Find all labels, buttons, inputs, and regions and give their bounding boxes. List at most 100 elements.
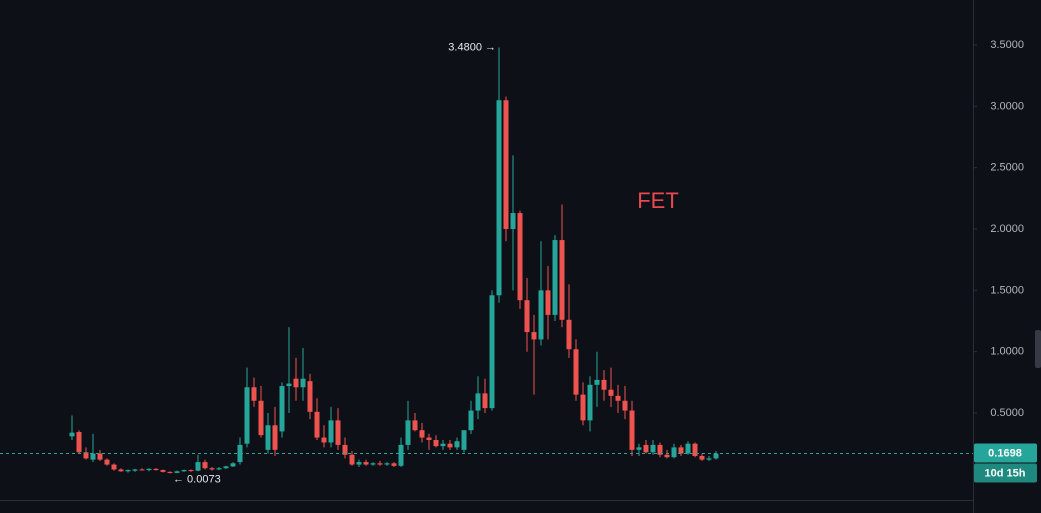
candle-body (391, 463, 397, 466)
candle-body (657, 444, 663, 455)
candle-body (265, 425, 271, 450)
candle-body (706, 458, 712, 460)
candle-body (692, 443, 698, 456)
y-tick-label: 2.0000 (990, 223, 1024, 235)
candle-body (496, 100, 502, 296)
candle-body (307, 381, 313, 412)
countdown-label: 10d 15h (985, 467, 1026, 479)
candle-body (132, 469, 138, 471)
candle-body (447, 443, 453, 448)
candle-body (69, 432, 75, 437)
candle-body (587, 384, 593, 421)
candle-body (468, 410, 474, 431)
y-tick-label: 2.5000 (990, 162, 1024, 174)
side-tab[interactable] (1035, 330, 1041, 368)
candle-body (97, 453, 103, 460)
candle-body (111, 464, 117, 470)
candle-body (118, 469, 124, 472)
candle-body (531, 332, 537, 340)
candle-body (573, 349, 579, 395)
candle-body (699, 455, 705, 460)
candle-body (601, 379, 607, 390)
candle-body (475, 393, 481, 411)
y-tick-label: 3.0000 (990, 100, 1024, 112)
candle-body (342, 444, 348, 455)
candle-body (83, 452, 89, 459)
candle-body (461, 430, 467, 450)
candle-body (76, 432, 82, 453)
candle-body (510, 213, 516, 230)
annotation: 3.4800 → (448, 41, 496, 53)
candle-body (622, 400, 628, 411)
candle-body (181, 470, 187, 472)
y-tick-label: 1.0000 (990, 346, 1024, 358)
candle-body (272, 425, 278, 450)
candle-body (412, 420, 418, 431)
candle-body (398, 444, 404, 466)
candle-body (517, 213, 523, 301)
candle-body (503, 100, 509, 230)
candle-body (594, 379, 600, 385)
candle-body (685, 443, 691, 454)
candle-body (384, 463, 390, 465)
candle-body (629, 410, 635, 450)
candle-body (349, 454, 355, 465)
candle-body (314, 411, 320, 438)
candle-body (202, 462, 208, 469)
candle-body (426, 437, 432, 441)
chart-title: FET (637, 188, 679, 213)
candle-body (125, 470, 131, 472)
candle-body (195, 462, 201, 471)
candle-body (664, 454, 670, 458)
candle-body (160, 470, 166, 472)
candle-body (482, 393, 488, 409)
candle-body (370, 463, 376, 465)
candle-body (580, 394, 586, 421)
candle-body (328, 420, 334, 443)
candle-body (636, 447, 642, 450)
candle-body (279, 386, 285, 432)
candle-body (286, 383, 292, 387)
candle-body (356, 462, 362, 465)
candle-body (643, 444, 649, 453)
countdown-tag (974, 463, 1037, 483)
candle-body (440, 443, 446, 447)
candle-body (566, 319, 572, 350)
candle-body (90, 453, 96, 460)
candle-body (174, 471, 180, 473)
candle-body (454, 441, 460, 448)
candle-body (167, 471, 173, 473)
candle-body (678, 447, 684, 454)
y-tick-label: 0.5000 (990, 407, 1024, 419)
candle-body (650, 444, 656, 453)
candle-body (139, 469, 145, 471)
candle-body (104, 459, 110, 465)
candle-body (524, 300, 530, 333)
y-tick-label: 3.5000 (990, 39, 1024, 51)
candle-body (293, 378, 299, 388)
candle-body (489, 295, 495, 409)
candle-body (552, 240, 558, 315)
candle-body (615, 395, 621, 401)
candle-body (335, 420, 341, 445)
candle-body (363, 462, 369, 465)
candle-body (300, 378, 306, 388)
candle-body (377, 463, 383, 465)
candle-body (188, 470, 194, 472)
y-tick-label: 1.5000 (990, 284, 1024, 296)
candle-body (258, 400, 264, 436)
candle-body (321, 437, 327, 443)
candle-body (223, 466, 229, 469)
candle-body (209, 468, 215, 470)
candle-body (230, 463, 236, 467)
candle-body (216, 468, 222, 470)
candle-body (244, 387, 250, 444)
candle-body (713, 453, 719, 459)
candle-body (146, 468, 152, 471)
candle-body (251, 387, 257, 401)
candle-body (153, 468, 159, 471)
annotation: ← 0.0073 (173, 473, 221, 485)
last-price-label: 0.1698 (988, 447, 1022, 459)
